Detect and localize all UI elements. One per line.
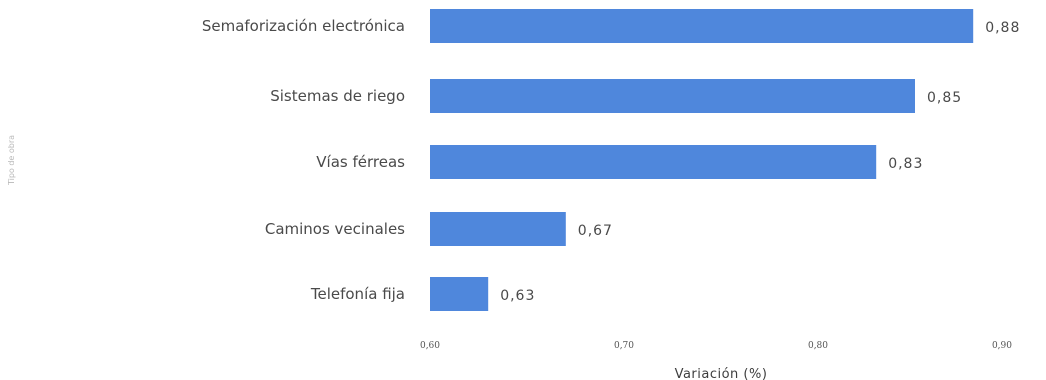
x-axis-title: Variación (%) <box>675 367 768 380</box>
x-tick-label: 0,60 <box>420 341 440 351</box>
bar <box>430 145 877 179</box>
x-tick-label: 0,80 <box>808 341 828 351</box>
value-label: 0,67 <box>578 223 613 239</box>
category-label: Caminos vecinales <box>265 220 405 238</box>
value-label: 0,83 <box>888 156 923 172</box>
bar <box>430 9 974 43</box>
category-label: Sistemas de riego <box>270 87 405 105</box>
value-label: 0,85 <box>927 90 962 106</box>
bar <box>430 212 566 246</box>
category-label: Semaforización electrónica <box>202 17 405 35</box>
category-label: Telefonía fija <box>310 285 405 303</box>
side-note: Tipo de obra <box>7 135 16 186</box>
x-tick-labels: 0,60 0,70 0,80 0,90 <box>420 341 1012 351</box>
bar <box>430 79 915 113</box>
bars-group <box>430 9 974 311</box>
value-label: 0,88 <box>985 20 1020 36</box>
value-labels: 0,88 0,85 0,83 0,67 0,63 <box>500 20 1020 304</box>
value-label: 0,63 <box>500 288 535 304</box>
x-tick-label: 0,90 <box>992 341 1012 351</box>
x-tick-label: 0,70 <box>614 341 634 351</box>
category-label: Vías férreas <box>316 153 405 171</box>
bar <box>430 277 489 311</box>
category-labels: Semaforización electrónica Sistemas de ri… <box>202 17 405 303</box>
